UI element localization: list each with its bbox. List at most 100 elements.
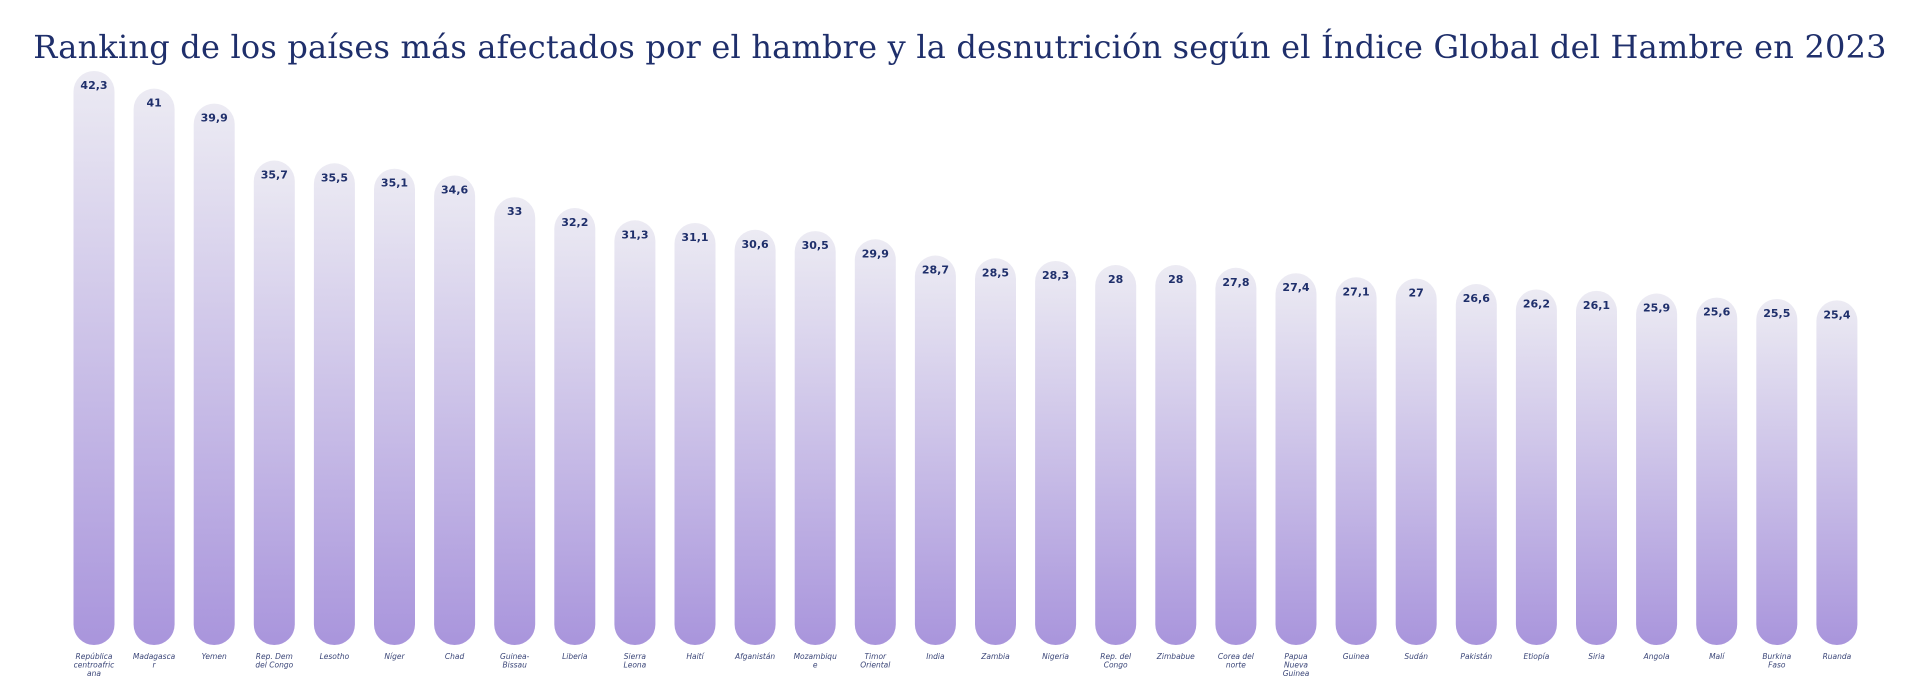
bar-value-label: 42,3	[80, 79, 107, 92]
bar-value-label: 39,9	[201, 112, 228, 125]
bar-group: 31,3 Sierra Leona	[614, 220, 656, 670]
bar-group: 25,6 Malí	[1696, 297, 1738, 661]
bar-value-label: 27,1	[1343, 285, 1370, 298]
bar-value-label: 35,7	[261, 169, 288, 182]
bar-value-label: 26,1	[1583, 299, 1610, 312]
bar	[1155, 265, 1197, 645]
category-label: Liberia	[562, 652, 588, 661]
bar	[1455, 284, 1497, 645]
bar	[434, 175, 476, 645]
bar-value-label: 30,6	[742, 238, 769, 251]
bar-group: 28,3 Nigeria	[1035, 260, 1077, 661]
bar	[1095, 265, 1137, 645]
bar	[1756, 298, 1798, 645]
bar-group: 25,5 Burkina Faso	[1756, 298, 1798, 670]
bar-value-label: 32,2	[561, 216, 588, 229]
bar	[1035, 260, 1077, 645]
bar-group: 25,9 Angola	[1636, 293, 1678, 661]
bar	[1215, 267, 1257, 645]
category-label: Burkina Faso	[1762, 652, 1791, 670]
bar-group: 35,7 Rep. Dem del Congo	[253, 160, 295, 670]
bar-group: 31,1 Haití	[674, 222, 716, 661]
category-label: Zambia	[980, 652, 1010, 661]
bar-value-label: 31,3	[621, 228, 648, 241]
category-label: Afganistán	[734, 652, 775, 661]
bar	[1335, 277, 1377, 645]
bar-group: 27,1 Guinea	[1335, 277, 1377, 661]
bar	[193, 103, 235, 645]
category-label: Pakistán	[1460, 652, 1492, 661]
category-label: República centroafric ana	[74, 652, 116, 678]
category-label: Guinea	[1343, 652, 1370, 661]
bar-group: 26,6 Pakistán	[1455, 284, 1497, 661]
category-label: Etiopía	[1524, 652, 1550, 661]
bar-value-label: 27,4	[1282, 281, 1309, 294]
category-label: Mozambiqu e	[794, 652, 838, 670]
bar	[494, 197, 536, 645]
bar-value-label: 28,7	[922, 264, 949, 277]
bar-group: 32,2 Liberia	[554, 208, 596, 661]
bar-value-label: 27	[1409, 287, 1424, 300]
bar-group: 25,4 Ruanda	[1816, 300, 1858, 661]
category-label: Guinea-Bissau	[500, 652, 530, 670]
category-label: Nigeria	[1042, 652, 1069, 661]
category-label: Yemen	[202, 652, 227, 661]
category-label: Zimbabue	[1156, 652, 1195, 661]
bar-value-label: 28	[1108, 273, 1123, 286]
category-label: Siria	[1588, 652, 1605, 661]
bar-value-label: 30,5	[802, 239, 829, 252]
bar	[1515, 289, 1557, 645]
category-label: Malí	[1709, 652, 1725, 661]
category-label: Corea del norte	[1218, 652, 1255, 670]
bar-group: 42,3 República centroafric ana	[73, 71, 116, 678]
bar-group: 41 Madagasca r	[133, 88, 176, 670]
category-label: Angola	[1643, 652, 1670, 661]
bar-value-label: 25,5	[1763, 307, 1790, 320]
bar-value-label: 26,6	[1463, 292, 1490, 305]
category-label: Haití	[686, 652, 704, 661]
bar-value-label: 28	[1168, 273, 1183, 286]
bar	[1395, 278, 1437, 645]
bar	[1816, 300, 1858, 645]
bar-group: 28 Rep. del Congo	[1095, 265, 1137, 670]
bar	[854, 239, 896, 645]
bar	[1275, 273, 1317, 645]
bar-value-label: 25,9	[1643, 302, 1670, 315]
category-label: Ruanda	[1823, 652, 1852, 661]
bar	[794, 231, 836, 645]
bar	[73, 71, 115, 645]
bar-value-label: 33	[507, 205, 522, 218]
bar	[734, 229, 776, 645]
category-label: Rep. Dem del Congo	[255, 652, 293, 670]
category-label: Rep. del Congo	[1100, 652, 1132, 670]
category-label: Níger	[384, 652, 405, 661]
bar	[1636, 293, 1678, 645]
bar-value-label: 28,5	[982, 266, 1009, 279]
bar-value-label: 25,6	[1703, 306, 1730, 319]
bar-group: 29,9 Timor Oriental	[854, 239, 896, 670]
bar	[554, 208, 596, 645]
bar-group: 30,5 Mozambiqu e	[794, 231, 838, 670]
bar-group: 28 Zimbabue	[1155, 265, 1197, 661]
bar	[1576, 290, 1617, 645]
bars-layer: 42,3 República centroafric ana 41 Madagasca r 3…	[73, 71, 1858, 678]
bar	[914, 255, 956, 645]
category-label: Lesotho	[320, 652, 350, 661]
bar-group: 33 Guinea-Bissau	[494, 197, 536, 670]
bar-group: 30,6 Afganistán	[734, 229, 776, 661]
bar	[313, 163, 355, 645]
category-label: Madagasca r	[133, 652, 176, 670]
bar-group: 39,9 Yemen	[193, 103, 235, 661]
bar-value-label: 26,2	[1523, 297, 1550, 310]
category-label: Papua Nueva Guinea	[1283, 652, 1310, 678]
bar-value-label: 35,5	[321, 171, 348, 184]
category-label: India	[926, 652, 945, 661]
bar-value-label: 29,9	[862, 247, 889, 260]
bar-group: 27,4 Papua Nueva Guinea	[1275, 273, 1317, 678]
bar-group: 28,7 India	[914, 255, 956, 661]
bar-value-label: 34,6	[441, 183, 468, 196]
bar-value-label: 28,3	[1042, 269, 1069, 282]
bar-group: 27,8 Corea del norte	[1215, 267, 1257, 670]
